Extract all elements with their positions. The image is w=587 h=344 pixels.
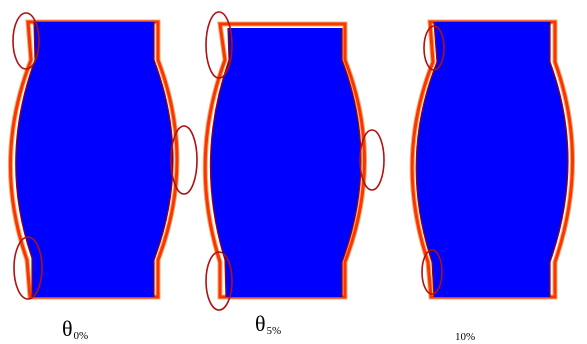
panel-2-highlight-bottom-left <box>421 249 443 295</box>
panel-0-label: θ0% <box>62 318 88 342</box>
panel-0-label-symbol: θ <box>62 316 73 341</box>
panel-2-highlight-top-left <box>423 25 445 71</box>
panel-1-body <box>210 28 361 297</box>
panel-0-highlight-middle-right <box>170 125 198 195</box>
panel-1-outline-mid <box>203 22 366 299</box>
panel-0-edge-right <box>153 22 174 297</box>
panel-2-outline-mid <box>410 20 574 299</box>
panel-0 <box>7 12 198 300</box>
panel-0-outline-mid <box>8 20 179 299</box>
panel-2 <box>409 19 575 300</box>
panel-2-edge-left <box>415 21 438 298</box>
panel-2-edge-right <box>549 22 569 297</box>
panel-1-highlight-top-left <box>205 11 233 79</box>
panel-1-edge-right <box>341 28 362 297</box>
panel-1-label-subscript: 5% <box>266 325 282 337</box>
panel-2-label-subscript: 10% <box>455 331 476 343</box>
panel-0-body <box>15 22 174 297</box>
panel-0-highlight-top-left <box>12 12 40 70</box>
panel-1-highlight-bottom-left <box>205 251 233 311</box>
panel-2-body <box>416 22 568 297</box>
panel-0-label-subscript: 0% <box>73 330 89 342</box>
panel-0-highlight-bottom-left <box>13 236 43 300</box>
panel-1-label: θ5% <box>255 313 281 337</box>
panel-2-label: 10% <box>455 322 475 344</box>
panel-1 <box>202 11 385 311</box>
panel-1-label-symbol: θ <box>255 311 266 336</box>
panel-1-highlight-middle-right <box>359 129 385 191</box>
panel-0-edge-left <box>15 21 36 297</box>
